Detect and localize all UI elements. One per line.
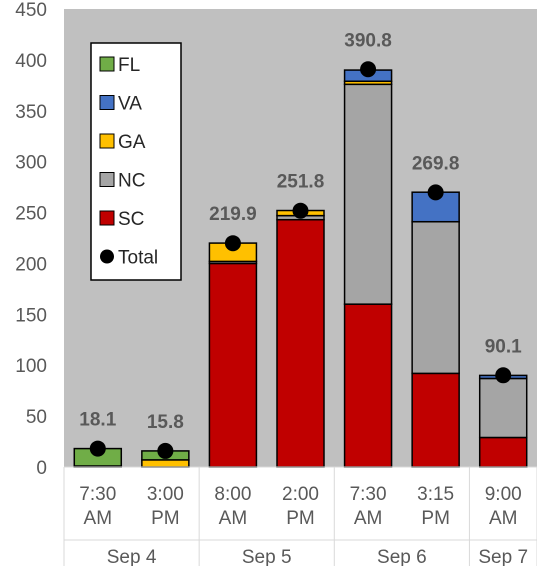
y-tick-label: 300	[15, 153, 47, 174]
bars-layer	[73, 69, 528, 468]
y-tick-label: 0	[36, 458, 47, 479]
x-tick-label: AM	[219, 508, 248, 529]
total-marker	[427, 184, 444, 201]
bar-segment-sc	[276, 218, 325, 468]
legend-swatch-ga	[99, 133, 115, 149]
legend-label-nc: NC	[118, 171, 145, 192]
legend-box	[90, 42, 182, 281]
legend-label-sc: SC	[118, 209, 144, 230]
legend-marker-total	[100, 249, 114, 264]
bar-segment-sc	[411, 372, 460, 468]
legend-label-va: VA	[118, 94, 142, 115]
data-label: 90.1	[485, 336, 522, 357]
x-group-label: Sep 5	[242, 547, 292, 566]
legend-swatch-nc	[99, 172, 115, 187]
bar-segment-nc	[478, 377, 528, 439]
legend-swatch-sc	[99, 210, 115, 226]
y-tick-label: 250	[15, 204, 47, 225]
bar-segment-ga	[141, 459, 190, 468]
data-label: 15.8	[147, 412, 184, 433]
y-axis: 0 50 100 150 200 250 300 350 400 450	[15, 0, 47, 479]
x-tick-label: 8:00	[214, 484, 251, 505]
legend-swatch-va	[99, 95, 115, 110]
data-label: 269.8	[412, 153, 460, 174]
legend-swatch-fl	[99, 56, 115, 72]
y-tick-label: 450	[15, 0, 47, 21]
bar-segment-nc	[343, 83, 393, 305]
x-tick-label: AM	[489, 508, 518, 529]
legend: FL VA GA NC SC Total	[90, 42, 182, 281]
y-tick-label: 200	[15, 254, 47, 275]
x-tick-label: 7:30	[350, 484, 387, 505]
x-tick-label: 3:15	[417, 484, 454, 505]
total-marker	[360, 61, 377, 78]
x-tick-label: AM	[354, 508, 383, 529]
x-tick-label: PM	[421, 508, 450, 529]
total-marker	[292, 202, 309, 219]
x-tick-label: 7:30	[79, 484, 116, 505]
bar-segment-nc	[411, 220, 460, 375]
data-label: 390.8	[344, 30, 392, 51]
total-marker	[224, 235, 241, 252]
x-tick-label: 9:00	[485, 484, 522, 505]
x-tick-label: 3:00	[147, 484, 184, 505]
total-marker	[157, 442, 174, 459]
x-tick-label: PM	[286, 508, 315, 529]
x-group-label: Sep 6	[377, 547, 427, 566]
x-axis: 7:30 AM 3:00 PM 8:00 AM 2:00 PM 7:30 AM 3:15 PM 9:00…	[63, 466, 537, 566]
data-labels-layer: 18.1 15.8 219.9 251.8 390.8 269.8 90.1	[79, 30, 522, 433]
total-marker	[495, 367, 512, 384]
legend-label-ga: GA	[118, 132, 146, 153]
y-tick-label: 400	[15, 51, 47, 72]
y-tick-label: 350	[15, 102, 47, 123]
x-group-label: Sep 4	[107, 547, 157, 566]
bar-segment-sc	[208, 262, 258, 468]
data-label: 219.9	[209, 204, 257, 225]
y-tick-label: 100	[15, 356, 47, 377]
x-tick-label: AM	[84, 508, 113, 529]
total-markers-layer	[89, 61, 512, 459]
bar-segment-sc	[343, 303, 393, 468]
total-marker	[89, 440, 106, 457]
y-tick-label: 150	[15, 305, 47, 326]
data-label: 18.1	[79, 410, 116, 431]
x-tick-label: 2:00	[282, 484, 319, 505]
legend-label-fl: FL	[118, 55, 140, 76]
x-group-label: Sep 7	[478, 547, 528, 566]
legend-label-total: Total	[118, 248, 158, 269]
data-label: 251.8	[277, 172, 325, 193]
y-tick-label: 50	[26, 407, 47, 428]
bar-segment-sc	[478, 436, 528, 468]
x-tick-label: PM	[151, 508, 180, 529]
